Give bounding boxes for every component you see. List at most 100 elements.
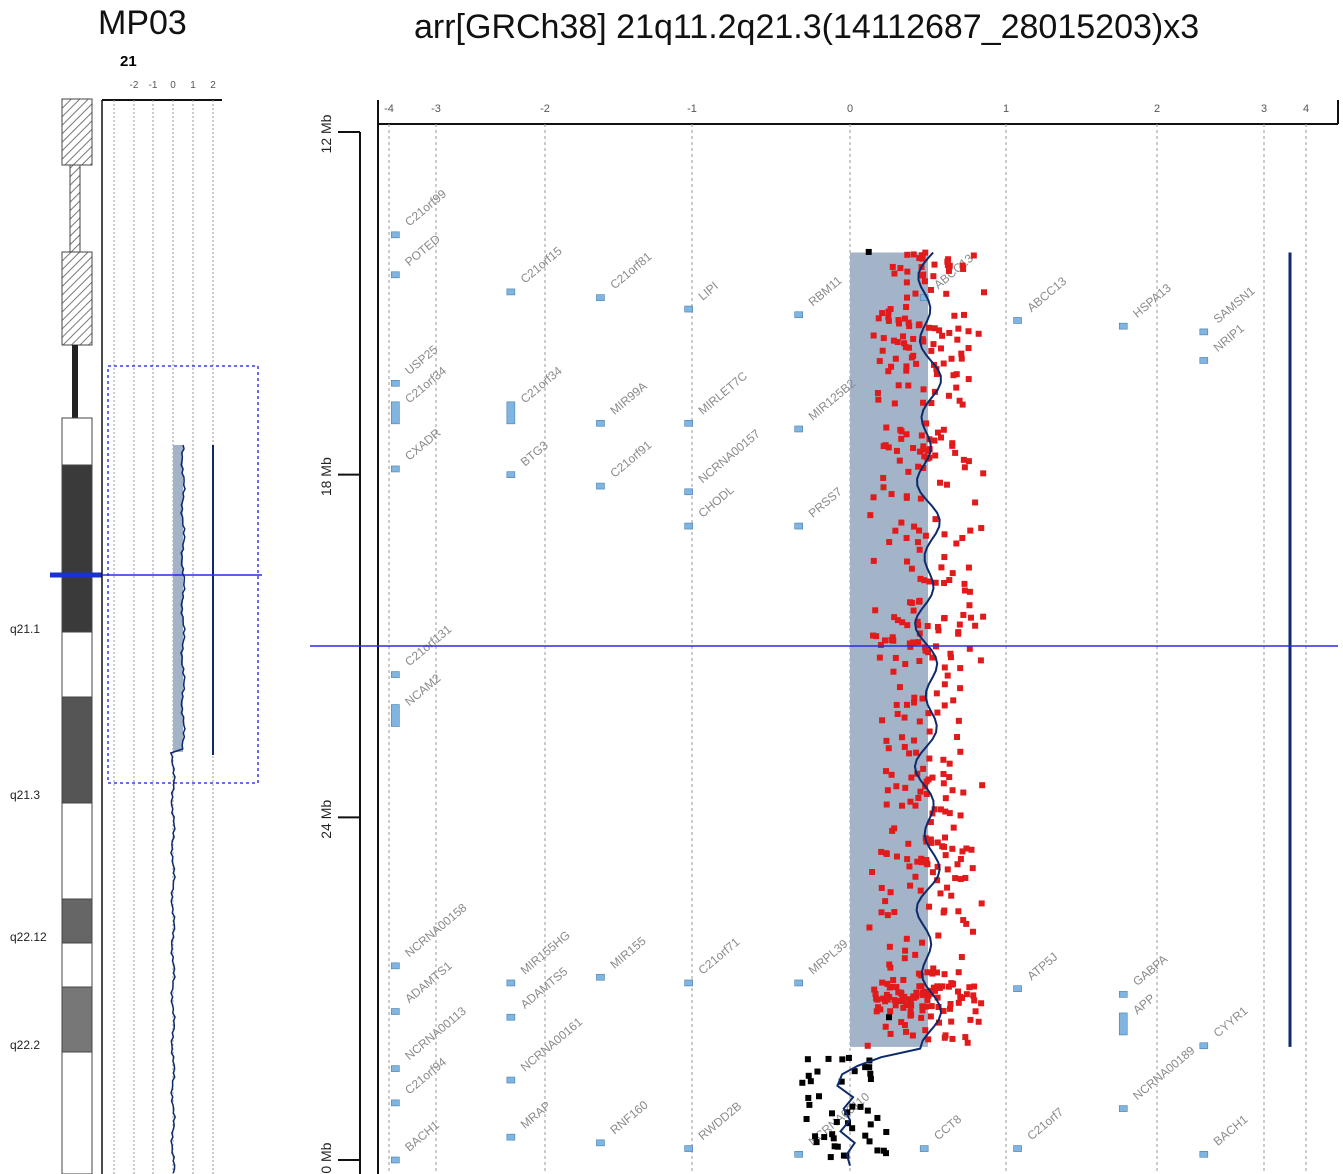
probe-point-gain bbox=[921, 988, 928, 995]
probe-point-gain bbox=[939, 983, 946, 990]
probe-point-gain bbox=[873, 995, 880, 1002]
probe-point-gain bbox=[922, 647, 929, 654]
gene-marker bbox=[1013, 1145, 1022, 1152]
chromosome-band bbox=[61, 98, 93, 166]
probe-point-gain bbox=[889, 263, 896, 270]
probe-point-gain bbox=[917, 887, 924, 894]
gene-label: C21orf131 bbox=[402, 622, 454, 669]
probe-point-gain bbox=[919, 939, 926, 946]
probe-point-gain bbox=[912, 951, 919, 958]
probe-point-gain bbox=[932, 516, 939, 523]
probe-point-gain bbox=[948, 892, 955, 899]
probe-point-gain bbox=[921, 278, 928, 285]
probe-point-gain bbox=[963, 920, 970, 927]
probe-point-normal bbox=[867, 1076, 874, 1083]
probe-point-gain bbox=[915, 622, 922, 629]
probe-point-gain bbox=[907, 1008, 914, 1015]
probe-point-gain bbox=[920, 386, 927, 393]
probe-point-gain bbox=[960, 611, 967, 618]
probe-point-normal bbox=[867, 1121, 874, 1128]
probe-point-gain bbox=[941, 907, 948, 914]
probe-point-gain bbox=[916, 546, 923, 553]
probe-point-gain bbox=[908, 599, 915, 606]
probe-point-gain bbox=[955, 629, 962, 636]
probe-point-gain bbox=[872, 607, 879, 614]
probe-point-normal bbox=[813, 1139, 820, 1146]
probe-point-gain bbox=[947, 1005, 954, 1012]
probe-point-gain bbox=[960, 917, 967, 924]
probe-point-gain bbox=[969, 928, 976, 935]
probe-point-gain bbox=[931, 437, 938, 444]
probe-point-gain bbox=[915, 970, 922, 977]
probe-point-gain bbox=[933, 371, 940, 378]
probe-point-normal bbox=[821, 1134, 828, 1141]
probe-point-gain bbox=[959, 401, 966, 408]
probe-point-gain bbox=[925, 649, 932, 656]
gene-marker bbox=[1013, 985, 1022, 992]
probe-point-gain bbox=[886, 943, 893, 950]
probe-point-gain bbox=[896, 457, 903, 464]
probe-point-gain bbox=[879, 979, 886, 986]
probe-point-gain bbox=[906, 996, 913, 1003]
probe-point-gain bbox=[924, 623, 931, 630]
overview-cnv-region bbox=[173, 445, 183, 752]
probe-point-gain bbox=[880, 335, 887, 342]
probe-point-gain bbox=[924, 969, 931, 976]
probe-point-gain bbox=[903, 431, 910, 438]
probe-point-gain bbox=[960, 789, 967, 796]
probe-point-gain bbox=[915, 463, 922, 470]
probe-point-gain bbox=[870, 332, 877, 339]
gene-label: BACH1 bbox=[1211, 1112, 1251, 1149]
probe-point-gain bbox=[880, 484, 887, 491]
x-tick-label: -3 bbox=[431, 103, 441, 115]
gene-label: BACH1 bbox=[402, 1118, 442, 1155]
probe-point-gain bbox=[954, 734, 961, 741]
gene-label: LIPI bbox=[696, 279, 721, 303]
gene-label: ADAMTS5 bbox=[518, 964, 571, 1011]
gene-marker bbox=[1118, 322, 1128, 330]
probe-point-gain bbox=[972, 622, 979, 629]
probe-point-gain bbox=[893, 447, 900, 454]
probe-point-gain bbox=[912, 802, 919, 809]
probe-point-gain bbox=[883, 737, 890, 744]
x-tick-label: 1 bbox=[1003, 103, 1009, 115]
probe-point-gain bbox=[892, 1002, 899, 1009]
probe-point-normal bbox=[849, 1125, 856, 1132]
probe-point-gain bbox=[913, 749, 920, 756]
probe-point-gain bbox=[960, 265, 967, 272]
probe-point-normal bbox=[862, 1064, 869, 1071]
probe-point-gain bbox=[928, 990, 935, 997]
probe-point-gain bbox=[959, 262, 966, 269]
probe-point-gain bbox=[935, 1003, 942, 1010]
probe-point-normal bbox=[807, 1078, 814, 1085]
probe-point-gain bbox=[920, 338, 927, 345]
probe-point-gain bbox=[957, 855, 964, 862]
gene-label: C21orf15 bbox=[518, 244, 565, 287]
probe-point-gain bbox=[926, 728, 933, 735]
probe-point-normal bbox=[831, 1143, 838, 1150]
probe-point-gain bbox=[907, 643, 914, 650]
probe-point-normal bbox=[829, 1131, 836, 1138]
probe-point-gain bbox=[892, 654, 899, 661]
probe-point-gain bbox=[900, 1004, 907, 1011]
probe-point-normal bbox=[874, 1114, 881, 1121]
probe-point-gain bbox=[876, 654, 883, 661]
probe-point-gain bbox=[957, 685, 964, 692]
probe-point-normal bbox=[814, 1068, 821, 1075]
probe-point-gain bbox=[967, 614, 974, 621]
probe-point-gain bbox=[949, 440, 956, 447]
probe-point-gain bbox=[975, 330, 982, 337]
probe-point-gain bbox=[965, 564, 972, 571]
gene-marker bbox=[794, 522, 804, 530]
probe-point-gain bbox=[918, 432, 925, 439]
gene-marker bbox=[391, 1099, 400, 1107]
probe-point-normal bbox=[844, 1109, 851, 1116]
probe-point-gain bbox=[890, 977, 897, 984]
probe-point-gain bbox=[971, 997, 978, 1004]
probe-point-gain bbox=[950, 697, 957, 704]
probe-point-gain bbox=[942, 852, 949, 859]
probe-point-gain bbox=[900, 998, 907, 1005]
gene-marker bbox=[391, 1008, 400, 1015]
probe-point-gain bbox=[941, 971, 948, 978]
gene-marker bbox=[794, 1150, 804, 1158]
